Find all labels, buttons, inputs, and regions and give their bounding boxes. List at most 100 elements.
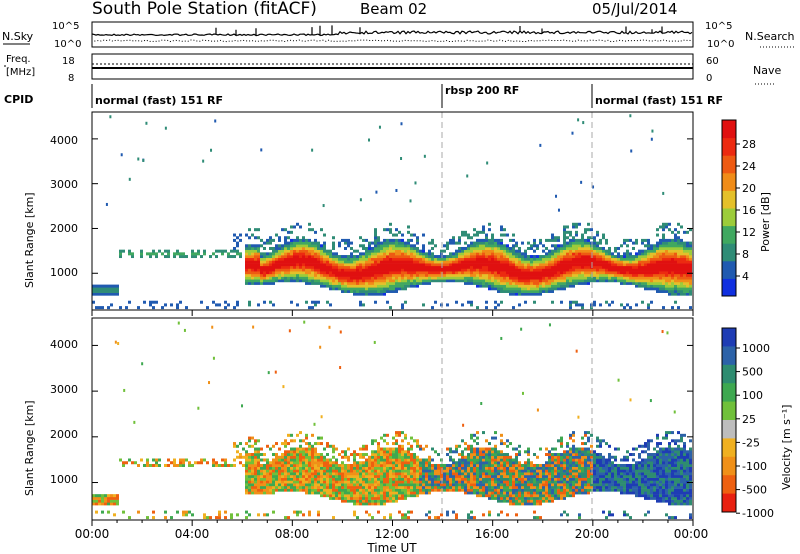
echo-cell [350,289,353,293]
echo-cell [179,458,182,462]
echo-cell [500,271,503,275]
echo-cell [317,455,320,459]
echo-cell [341,483,344,487]
echo-cell [383,263,386,267]
echo-cell [629,255,632,259]
echo-cell [308,513,311,517]
echo-cell [515,469,518,473]
echo-cell [449,458,452,462]
echo-cell [650,268,653,272]
echo-cell [638,268,641,272]
echo-cell [314,477,317,481]
echo-cell [341,260,344,264]
echo-cell [686,257,689,261]
echo-cell [482,491,485,495]
echo-cell [509,255,512,259]
echo-cell [356,281,359,285]
echo-cell [350,279,353,283]
echo-cell [290,453,293,457]
echo-cell [296,265,299,269]
echo-cell [449,488,452,492]
echo-cell [374,260,377,264]
echo-cell [266,466,269,470]
echo-cell [662,257,665,261]
echo-cell [467,257,470,261]
echo-cell [494,494,497,498]
echo-cell [506,263,509,267]
echo-cell [452,480,455,484]
echo-cell [377,271,380,275]
echo-cell [344,265,347,269]
echo-cell [257,252,260,256]
echo-cell [656,246,659,250]
echo-cell [455,249,458,253]
echo-cell [497,252,500,256]
echo-cell [656,228,659,232]
echo-cell [425,488,428,492]
echo-cell [644,271,647,275]
echo-cell [353,263,356,267]
echo-cell [557,284,560,288]
echo-cell [416,281,419,285]
echo-cell [512,284,515,288]
echo-cell [386,491,389,495]
echo-cell [464,463,467,467]
echo-cell [413,494,416,498]
echo-cell [569,263,572,267]
echo-cell [314,491,317,495]
nsearch-trace [91,39,693,43]
echo-cell [368,257,371,261]
echo-cell [353,477,356,481]
echo-cell [353,485,356,489]
echo-cell [542,279,545,283]
echo-cell [497,496,500,500]
echo-cell [512,255,515,259]
echo-cell [449,271,452,275]
echo-cell [530,260,533,264]
echo-cell [296,458,299,462]
echo-cell [494,488,497,492]
echo-cell [374,263,377,267]
echo-cell [563,257,566,261]
echo-cell [527,271,530,275]
echo-cell [458,257,461,261]
echo-cell [551,480,554,484]
echo-cell [452,474,455,478]
echo-cell [275,276,278,280]
echo-cell [338,496,341,500]
echo-cell [431,276,434,280]
echo-cell [338,265,341,269]
echo-cell [290,230,293,234]
echo-cell [557,463,560,467]
echo-cell [281,268,284,272]
echo-cell [329,265,332,269]
echo-cell [530,273,533,277]
echo-cell [452,260,455,264]
echo-cell [500,246,503,250]
echo-cell [389,480,392,484]
echo-cell [671,260,674,264]
echo-cell [677,260,680,264]
echo-cell [269,281,272,285]
echo-cell [248,474,251,478]
echo-cell [416,485,419,489]
echo-cell [455,450,458,454]
echo-cell [452,279,455,283]
echo-cell [572,268,575,272]
echo-cell [410,273,413,277]
echo-cell [392,436,395,440]
echo-cell [320,281,323,285]
echo-cell [524,483,527,487]
echo-cell [356,263,359,267]
echo-cell [572,260,575,264]
echo-cell [539,281,542,285]
echo-cell [485,263,488,267]
echo-cell [626,252,629,256]
echo-cell [656,287,659,291]
echo-cell [389,488,392,492]
echo-cell [356,474,359,478]
echo-cell [425,444,428,448]
echo-cell [557,496,560,500]
echo-cell [434,279,437,283]
echo-cell [293,483,296,487]
